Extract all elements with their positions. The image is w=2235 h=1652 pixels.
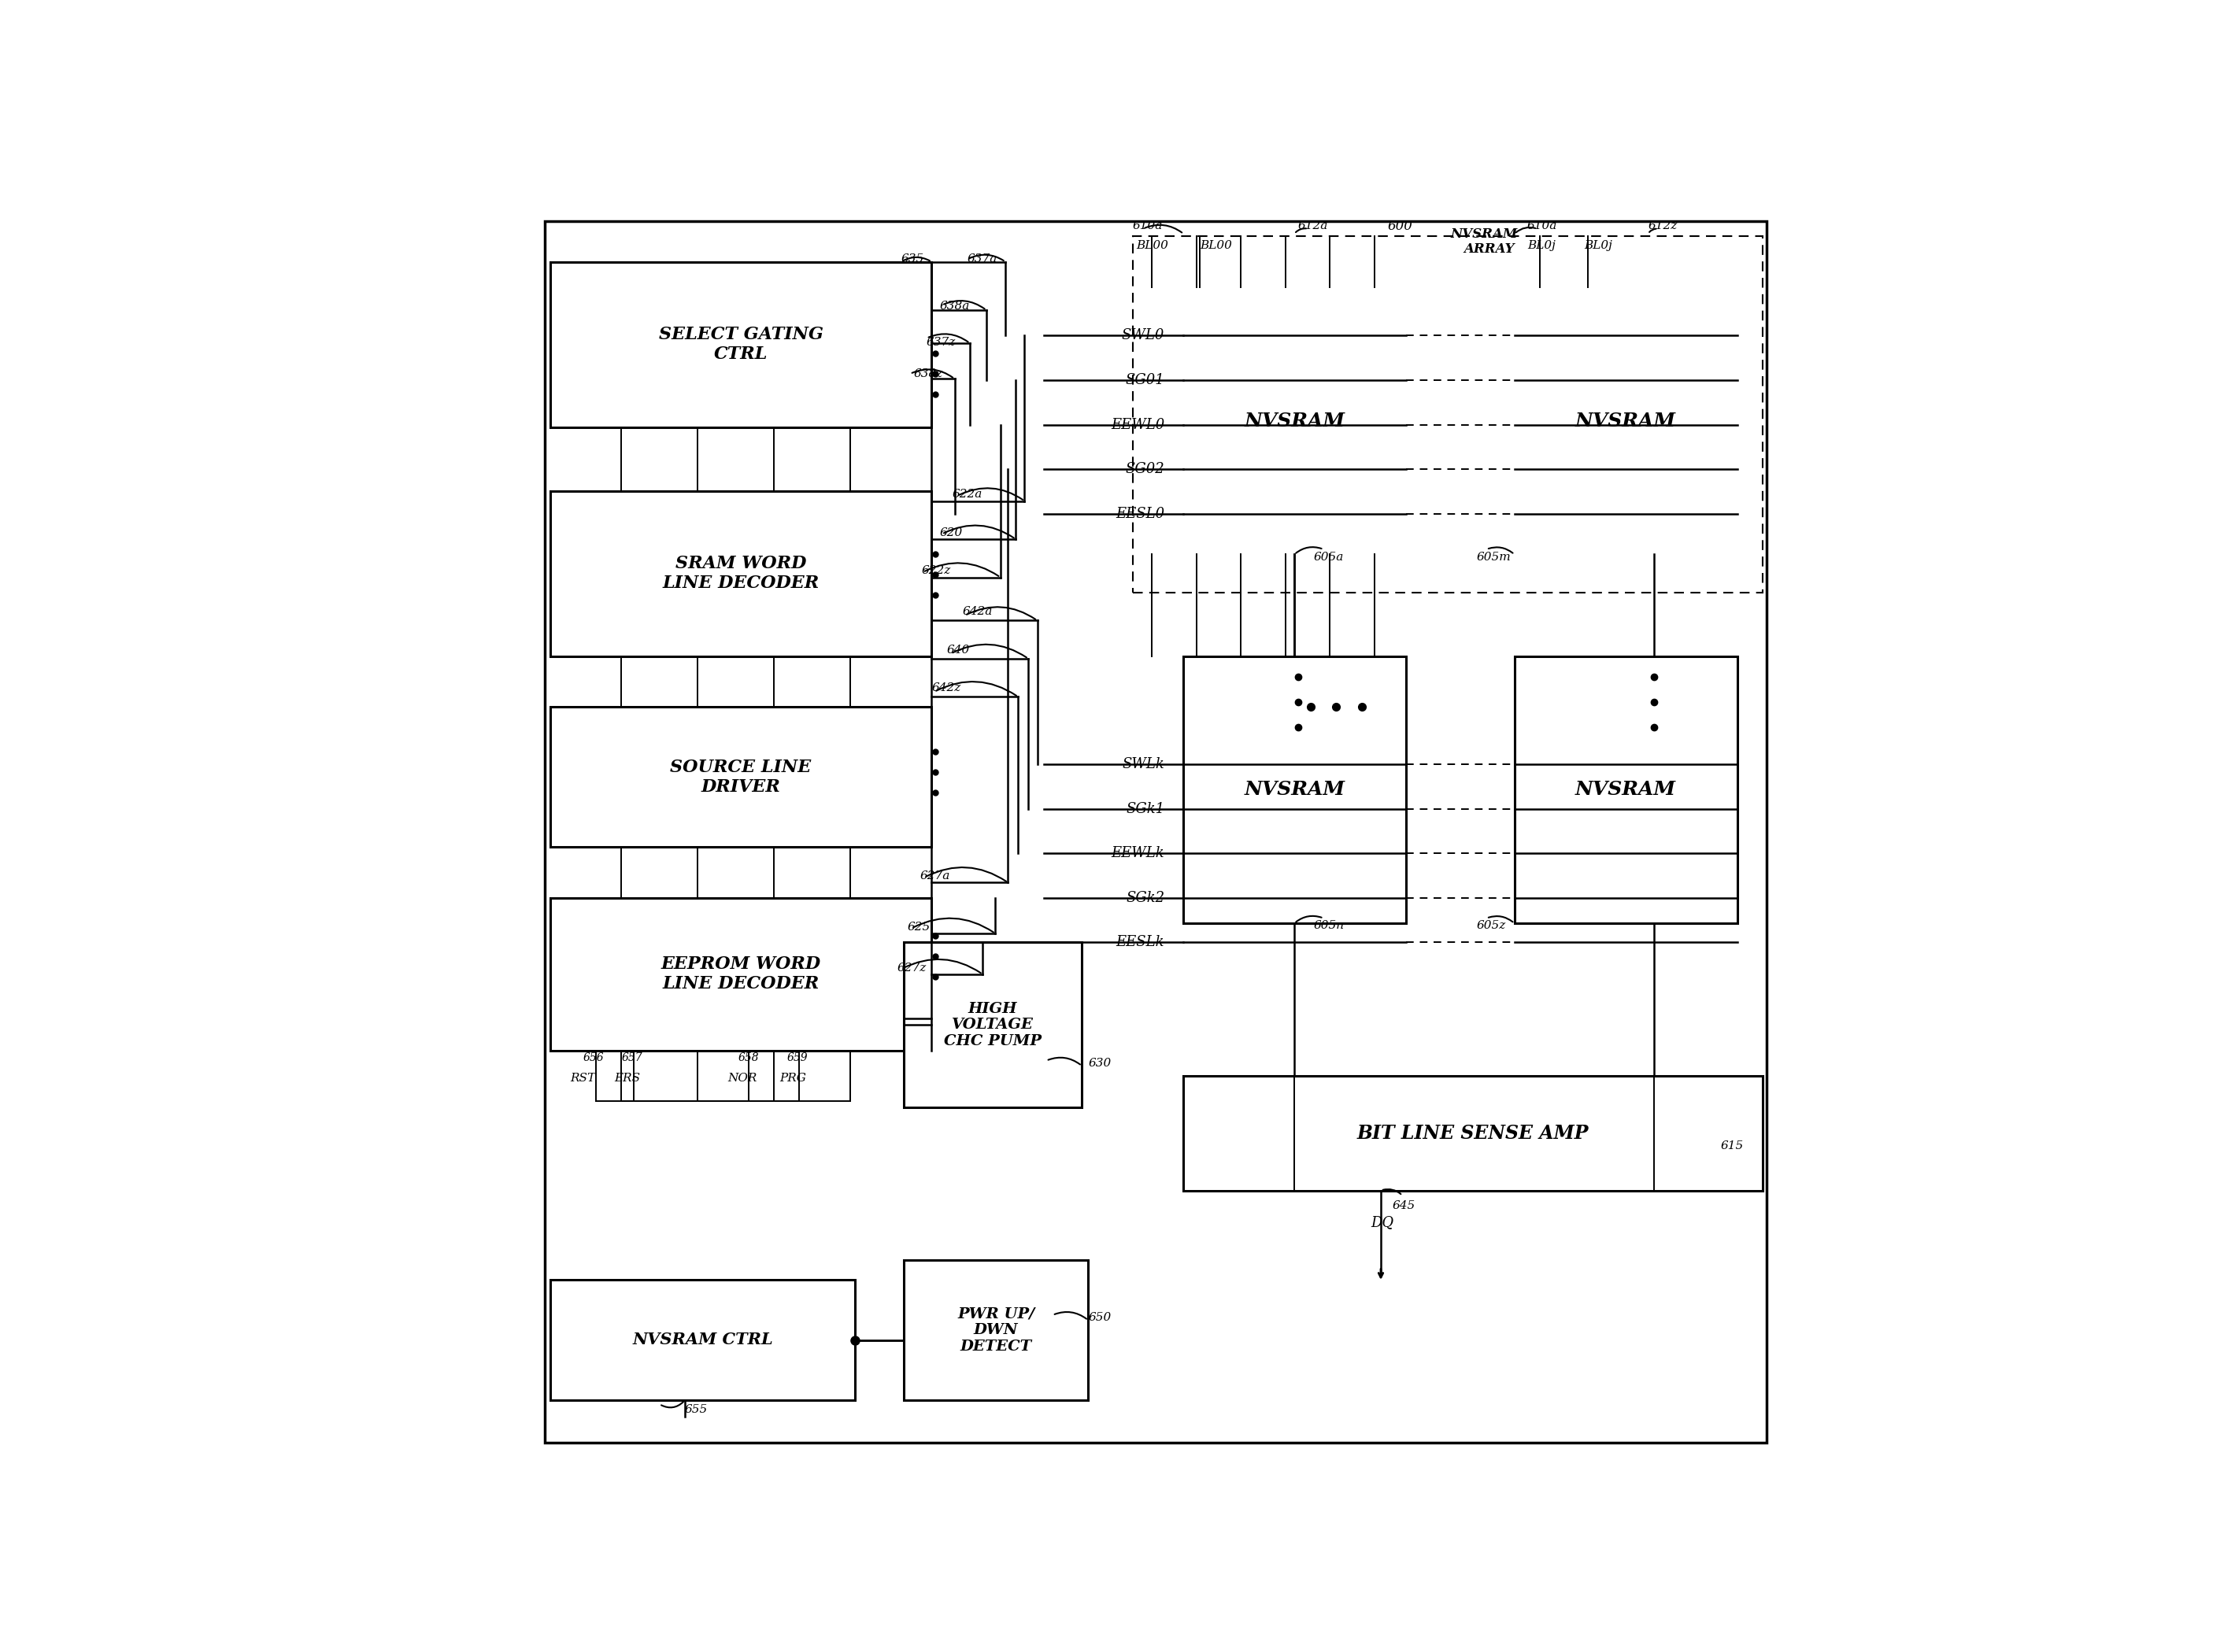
- Text: ERS: ERS: [615, 1074, 641, 1084]
- Text: 600: 600: [1388, 220, 1413, 233]
- Bar: [550, 261, 932, 428]
- Text: SOURCE LINE
DRIVER: SOURCE LINE DRIVER: [670, 758, 811, 796]
- Text: SG02: SG02: [1126, 463, 1164, 476]
- Text: 615: 615: [1721, 1140, 1743, 1151]
- Text: 627a: 627a: [921, 871, 950, 882]
- Text: PWR UP/
DWN
DETECT: PWR UP/ DWN DETECT: [957, 1307, 1035, 1353]
- Bar: [550, 1279, 856, 1401]
- Bar: [1515, 656, 1737, 923]
- Text: BIT LINE SENSE AMP: BIT LINE SENSE AMP: [1357, 1123, 1589, 1143]
- Bar: [1133, 236, 1763, 593]
- Text: ARRAY: ARRAY: [1464, 243, 1515, 256]
- Text: SRAM WORD
LINE DECODER: SRAM WORD LINE DECODER: [662, 555, 820, 591]
- Text: 610a: 610a: [1527, 221, 1558, 231]
- Text: 645: 645: [1392, 1201, 1415, 1211]
- Bar: [550, 707, 932, 847]
- Text: 630: 630: [1088, 1057, 1111, 1069]
- Text: 657: 657: [621, 1052, 641, 1064]
- Bar: [1185, 656, 1406, 923]
- Text: 640: 640: [948, 644, 970, 656]
- Text: DQ: DQ: [1370, 1216, 1395, 1229]
- Bar: [550, 491, 932, 656]
- Text: 650: 650: [1088, 1312, 1111, 1323]
- Text: NOR: NOR: [726, 1074, 758, 1084]
- Text: 625: 625: [907, 922, 930, 933]
- Bar: [550, 899, 932, 1051]
- Text: NVSRAM: NVSRAM: [1576, 780, 1676, 800]
- Text: SGk1: SGk1: [1126, 801, 1164, 816]
- Text: BL00: BL00: [1200, 240, 1231, 251]
- Text: SWL0: SWL0: [1122, 329, 1164, 342]
- Text: 655: 655: [684, 1404, 708, 1414]
- Text: HIGH
VOLTAGE
CHC PUMP: HIGH VOLTAGE CHC PUMP: [943, 1001, 1042, 1049]
- Text: 635: 635: [901, 254, 923, 264]
- Text: NVSRAM CTRL: NVSRAM CTRL: [633, 1332, 773, 1348]
- Text: 622z: 622z: [921, 565, 950, 577]
- Text: NVSRAM: NVSRAM: [1576, 411, 1676, 430]
- Text: SELECT GATING
CTRL: SELECT GATING CTRL: [659, 325, 822, 363]
- Text: 638a: 638a: [939, 301, 970, 312]
- Text: 642a: 642a: [963, 606, 992, 618]
- Text: EEWLk: EEWLk: [1111, 846, 1164, 861]
- Text: 659: 659: [787, 1052, 807, 1064]
- Text: BL0j: BL0j: [1585, 240, 1614, 251]
- Text: BL0j: BL0j: [1527, 240, 1556, 251]
- Text: 605m: 605m: [1477, 552, 1511, 562]
- Text: 612a: 612a: [1299, 221, 1328, 231]
- Text: EESL0: EESL0: [1115, 507, 1164, 520]
- Bar: [903, 942, 1082, 1108]
- Text: BL00: BL00: [1138, 240, 1169, 251]
- Text: 656: 656: [583, 1052, 603, 1064]
- Bar: [1185, 287, 1406, 555]
- Text: 610a: 610a: [1133, 221, 1162, 231]
- Text: 605n: 605n: [1314, 920, 1343, 932]
- Bar: [1185, 1075, 1763, 1191]
- Bar: [1515, 287, 1737, 555]
- Text: 620: 620: [939, 527, 963, 539]
- Text: NVSRAM: NVSRAM: [1245, 411, 1345, 430]
- Text: EEWL0: EEWL0: [1111, 418, 1164, 431]
- Text: 638z: 638z: [914, 368, 943, 380]
- Text: PRG: PRG: [780, 1074, 807, 1084]
- Text: 605a: 605a: [1314, 552, 1343, 562]
- Text: SWLk: SWLk: [1122, 757, 1164, 771]
- Text: NVSRAM: NVSRAM: [1451, 228, 1518, 241]
- Text: RST: RST: [570, 1074, 597, 1084]
- Text: 637a: 637a: [968, 254, 997, 264]
- Text: 605z: 605z: [1477, 920, 1506, 932]
- Text: SGk2: SGk2: [1126, 890, 1164, 905]
- Text: EEPROM WORD
LINE DECODER: EEPROM WORD LINE DECODER: [662, 955, 820, 993]
- Bar: [903, 1260, 1088, 1401]
- Text: 612z: 612z: [1647, 221, 1676, 231]
- Text: EESLk: EESLk: [1115, 935, 1164, 950]
- Text: 637z: 637z: [928, 337, 957, 347]
- Text: NVSRAM: NVSRAM: [1245, 780, 1345, 800]
- Text: SG01: SG01: [1126, 373, 1164, 387]
- Text: 627z: 627z: [896, 963, 928, 973]
- Text: 622a: 622a: [952, 489, 981, 501]
- Text: 658: 658: [738, 1052, 760, 1064]
- Text: 642z: 642z: [932, 682, 961, 694]
